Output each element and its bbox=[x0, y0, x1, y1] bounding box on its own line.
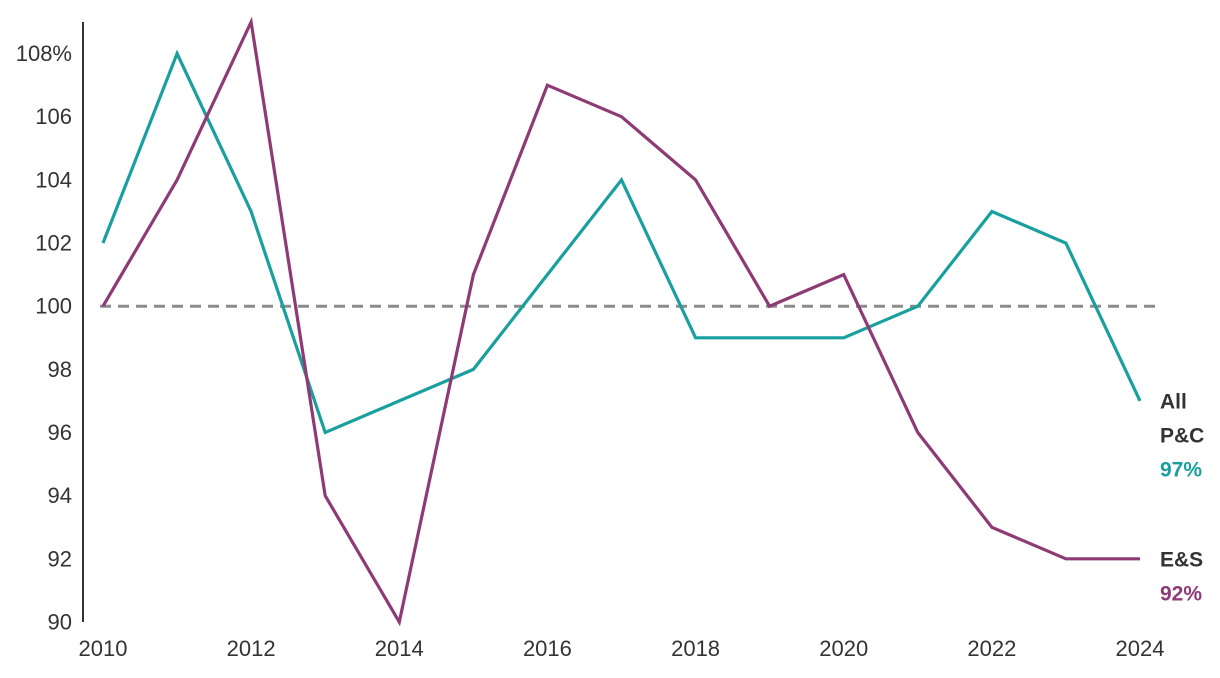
y-tick-label: 102 bbox=[35, 231, 72, 256]
y-tick-label: 106 bbox=[35, 104, 72, 129]
series-label-all-pc: All bbox=[1160, 391, 1187, 414]
series-end-labels: All P&C 97% E&S 92% bbox=[1160, 391, 1204, 606]
y-tick-label: 92 bbox=[48, 546, 72, 571]
x-tick-label: 2010 bbox=[79, 636, 128, 661]
x-axis-ticks: 2010 2012 2014 2016 2018 2020 2022 2024 bbox=[79, 636, 1165, 661]
series-line-es bbox=[101, 16, 1140, 627]
x-tick-label: 2014 bbox=[375, 636, 424, 661]
series-label-all-pc: P&C bbox=[1160, 425, 1204, 448]
series-lines bbox=[101, 16, 1142, 627]
series-line-all-pc bbox=[101, 49, 1142, 435]
x-tick-label: 2024 bbox=[1116, 636, 1165, 661]
y-tick-label: 98 bbox=[48, 357, 72, 382]
y-axis-ticks: 90 92 94 96 98 100 102 104 106 108% bbox=[16, 41, 72, 634]
series-end-value-all-pc: 97% bbox=[1160, 459, 1202, 482]
y-tick-label: 100 bbox=[35, 294, 72, 319]
y-tick-label: 104 bbox=[35, 167, 72, 192]
x-tick-label: 2016 bbox=[523, 636, 572, 661]
series-end-value-es: 92% bbox=[1160, 583, 1202, 606]
x-tick-label: 2020 bbox=[819, 636, 868, 661]
y-tick-label: 94 bbox=[48, 483, 72, 508]
y-tick-label: 96 bbox=[48, 420, 72, 445]
y-tick-label: 108% bbox=[16, 41, 72, 66]
x-tick-label: 2012 bbox=[227, 636, 276, 661]
series-label-es: E&S bbox=[1160, 549, 1203, 572]
y-tick-label: 90 bbox=[48, 610, 72, 635]
x-tick-label: 2022 bbox=[967, 636, 1016, 661]
x-tick-label: 2018 bbox=[671, 636, 720, 661]
